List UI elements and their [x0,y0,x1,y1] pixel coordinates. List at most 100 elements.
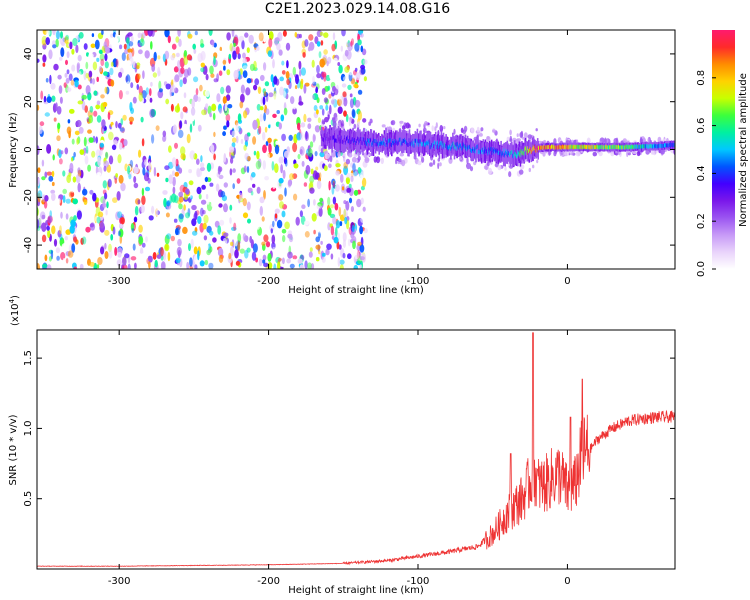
spectrogram-noise-cell [350,175,354,182]
spectrogram-noise-cell [165,98,170,105]
spectrogram-noise-cell [299,33,302,39]
spectrogram-noise-cell [110,234,114,241]
spectrogram-noise-cell [274,208,280,214]
spectrogram-signal-cell [390,120,396,126]
spectrogram-noise-cell [66,87,72,92]
spectrogram-noise-cell [69,41,73,50]
spectrogram-noise-cell [104,192,108,200]
spectrogram-noise-cell [348,183,352,189]
spectrogram-noise-cell [294,85,298,90]
spectrogram-noise-cell [270,228,273,234]
spectrogram-noise-cell [213,56,216,65]
spectrogram-noise-cell [95,206,101,217]
spectrogram-noise-cell [259,35,264,44]
spectrogram-noise-cell [280,114,285,122]
spectrogram-noise-cell [78,126,84,134]
spectrogram-noise-cell [281,60,285,66]
spectrogram-noise-cell [200,207,204,217]
spectrogram-noise-cell [248,34,254,44]
spectrogram-noise-cell [252,243,258,253]
spectrogram-noise-cell [263,234,269,243]
spectrogram-noise-cell [206,162,212,172]
spectrogram-noise-cell [267,137,272,143]
spectrogram-noise-cell [309,141,314,148]
spectrogram-noise-cell [270,74,274,83]
spectrogram-noise-cell [130,35,134,43]
spectrogram-noise-cell [61,243,67,253]
spectrogram-noise-cell [103,165,107,172]
spectrogram-noise-cell [343,76,348,82]
spectrogram-noise-cell [356,250,360,259]
spectrogram-noise-cell [352,240,356,250]
spectrogram-noise-cell [137,32,142,38]
spectrogram-noise-cell [197,124,202,132]
spectrogram-noise-cell [50,82,56,90]
spectrogram-noise-cell [81,236,87,245]
spectrogram-noise-cell [338,244,342,250]
spectrogram-noise-cell [150,41,153,50]
spectrogram-noise-cell [303,84,307,94]
spectrogram-noise-cell [334,202,339,211]
spectrogram-noise-cell [175,228,179,236]
spectrogram-noise-cell [180,111,184,120]
spectrogram-noise-cell [141,138,145,147]
spectrogram-noise-cell [234,249,239,259]
spectrogram-noise-cell [40,90,44,100]
y-tick-label: 20 [23,95,34,108]
spectrogram-noise-cell [108,131,114,141]
spectrogram-noise-cell [337,257,341,267]
spectrogram-signal-cell [573,139,577,144]
spectrogram-noise-cell [331,43,336,52]
spectrogram-noise-cell [171,170,175,177]
spectrogram-noise-cell [187,33,193,39]
spectrogram-noise-cell [176,154,181,160]
spectrogram-noise-cell [52,154,55,161]
spectrogram-noise-cell [303,220,310,226]
spectrogram-noise-cell [341,186,345,191]
spectrogram-noise-cell [96,264,100,269]
spectrogram-noise-cell [168,145,172,153]
spectrogram-signal-cell [413,155,417,160]
spectrogram-noise-cell [277,99,284,105]
spectrogram-noise-cell [199,162,205,168]
spectrogram-noise-cell [160,254,164,261]
spectrogram-noise-cell [345,200,350,211]
spectrogram-noise-cell [193,246,198,255]
spectrogram-noise-cell [209,65,214,75]
spectrogram-noise-cell [318,172,322,180]
spectrogram-noise-cell [262,259,266,264]
spectrogram-noise-cell [216,93,221,103]
spectrogram-noise-cell [289,173,295,181]
spectrogram-noise-cell [66,174,72,184]
spectrogram-noise-cell [174,105,181,113]
spectrogram-signal-cell [523,132,528,139]
spectrogram-noise-cell [258,125,262,135]
colorbar-ticks: 0.0 0.2 0.4 0.6 0.8 [696,70,716,277]
spectrogram-noise-cell [65,229,71,235]
spectrogram-signal-cell [335,117,338,121]
spectrogram-noise-cell [304,131,309,142]
spectrogram-noise-cell [263,34,267,43]
spectrogram-noise-cell [284,221,290,230]
spectrogram-noise-cell [329,104,332,115]
spectrogram-noise-cell [314,125,321,133]
spectrogram-signal-cell [437,158,441,162]
spectrogram-noise-cell [191,98,195,109]
spectrogram-noise-cell [134,205,139,216]
spectrogram-noise-cell [252,136,257,145]
spectrogram-noise-cell [235,132,239,138]
spectrogram-noise-cell [339,221,343,227]
spectrogram-noise-cell [145,236,148,243]
spectrogram-noise-cell [262,96,266,106]
spectrogram-noise-cell [319,151,325,158]
spectrogram-noise-cell [148,261,151,269]
spectrogram-signal-cell [528,167,531,173]
spectrogram-noise-cell [171,157,177,167]
spectrogram-noise-cell [104,61,109,69]
spectrogram-noise-cell [357,110,362,121]
spectrogram-noise-cell [254,31,258,37]
spectrogram-signal-cell [592,152,598,157]
spectrogram-noise-cell [273,76,278,85]
spectrogram-noise-cell [273,93,278,101]
